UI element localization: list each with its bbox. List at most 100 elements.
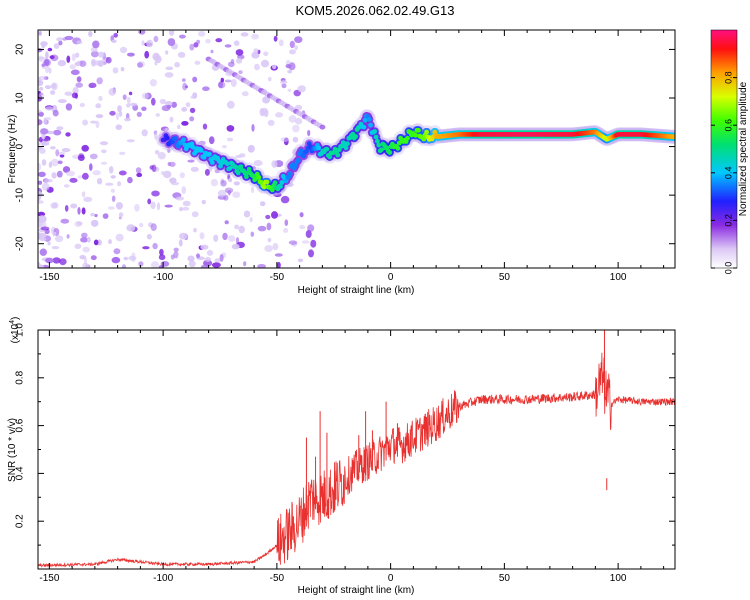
noise-blob (64, 35, 74, 41)
ridge-core (335, 152, 341, 158)
noise-blob (297, 258, 304, 263)
ridge-core (181, 137, 187, 143)
noise-blob (155, 113, 160, 117)
noise-blob (138, 261, 144, 267)
noise-blob (70, 69, 80, 76)
noise-blob (251, 124, 255, 132)
noise-blob (38, 142, 41, 146)
noise-blob (159, 98, 167, 105)
noise-blob (39, 248, 47, 256)
noise-blob (43, 58, 51, 67)
noise-blob (274, 253, 283, 257)
snr-plot (38, 330, 675, 568)
noise-blob (154, 55, 162, 64)
noise-blob (137, 62, 143, 68)
noise-blob (38, 180, 43, 185)
noise-blob (95, 120, 100, 129)
noise-blob (169, 177, 177, 184)
noise-blob (41, 182, 50, 191)
noise-blob (126, 224, 136, 232)
noise-blob (154, 132, 158, 140)
noise-blob (126, 52, 135, 57)
noise-blob (61, 148, 71, 153)
noise-blob (38, 31, 42, 36)
noise-blob (69, 64, 76, 70)
noise-blob (88, 82, 97, 89)
noise-blob (185, 102, 191, 108)
noise-blob (44, 117, 52, 121)
ridge-core (293, 163, 298, 168)
ridge-core (295, 157, 301, 163)
noise-blob (240, 32, 249, 37)
noise-blob (77, 154, 85, 161)
noise-blob (174, 61, 181, 68)
noise-blob (38, 75, 47, 81)
noise-blob (102, 213, 109, 219)
noise-blob (278, 39, 284, 47)
ridge-core (375, 138, 380, 144)
snr-x-axis: -150 -100 -50 0 50 100 (39, 330, 665, 584)
noise-blob (227, 61, 235, 68)
noise-blob (235, 49, 244, 56)
noise-blob (238, 225, 245, 234)
noise-blob (262, 96, 270, 104)
ridge-core (261, 184, 267, 190)
noise-blob (51, 172, 57, 179)
noise-blob (299, 224, 306, 230)
noise-blob (110, 188, 115, 193)
noise-blob (64, 205, 69, 212)
noise-blob (217, 81, 226, 89)
noise-blob (97, 239, 102, 246)
noise-blob (51, 83, 57, 89)
ridge-core (224, 161, 230, 167)
noise-blob (196, 253, 200, 259)
noise-blob (142, 246, 150, 250)
noise-blob (117, 105, 122, 113)
noise-blob (38, 86, 44, 91)
ridge-core (227, 165, 233, 171)
noise-blob (56, 126, 64, 131)
noise-blob (208, 136, 215, 145)
noise-blob (38, 211, 46, 217)
noise-blob (271, 160, 278, 168)
noise-blob (167, 38, 176, 47)
noise-blob (98, 51, 105, 58)
noise-blob (41, 159, 47, 166)
noise-blob (235, 159, 240, 164)
noise-blob (272, 243, 279, 251)
noise-blob (127, 176, 133, 184)
ridge-core (264, 179, 270, 185)
noise-blob (90, 212, 95, 217)
noise-blob (129, 102, 138, 107)
noise-blob (74, 62, 81, 66)
snr-y-axis: 0.2 0.4 0.6 0.8 1.0 (15, 323, 675, 546)
noise-blob (81, 191, 86, 198)
noise-blob (198, 140, 206, 146)
noise-blob (289, 49, 296, 55)
noise-blob (154, 150, 160, 155)
x-tick-label: -150 (39, 573, 59, 584)
noise-blob (75, 82, 83, 88)
noise-blob (249, 217, 253, 223)
noise-blob (173, 251, 179, 259)
noise-blob (57, 99, 67, 104)
noise-blob (251, 186, 255, 194)
noise-blob (277, 261, 281, 268)
noise-blob (205, 38, 211, 44)
streak-blob (319, 124, 326, 130)
noise-blob (38, 264, 44, 268)
noise-blob (253, 160, 263, 167)
noise-blob (294, 45, 298, 51)
noise-blob (263, 51, 269, 57)
noise-blob (134, 203, 140, 212)
spectrogram-ridge (156, 109, 675, 197)
noise-blob (95, 114, 104, 119)
noise-blob (92, 170, 101, 176)
noise-blob (38, 196, 41, 201)
noise-blob (170, 254, 175, 260)
noise-blob (89, 153, 98, 160)
noise-blob (232, 191, 241, 198)
noise-blob (192, 92, 198, 99)
noise-blob (91, 50, 99, 58)
noise-blob (108, 206, 115, 210)
